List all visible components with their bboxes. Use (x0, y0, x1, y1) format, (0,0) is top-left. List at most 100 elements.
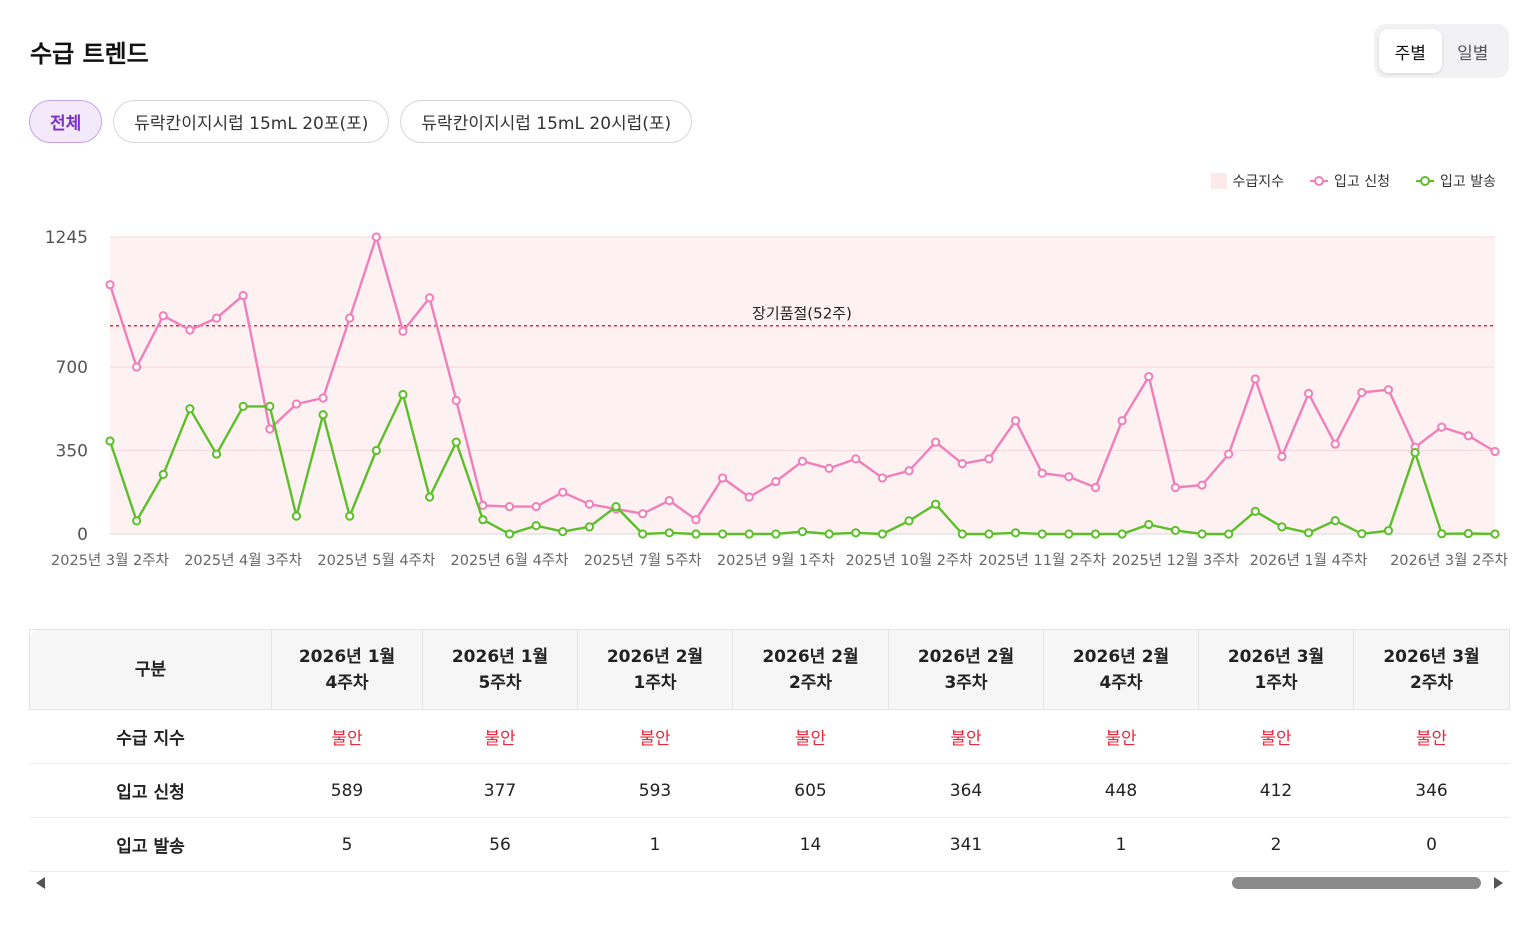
filter-chip-product-2[interactable]: 듀락칸이지시럽 15mL 20시럽(포) (400, 100, 693, 143)
legend-label-request: 입고 신청 (1334, 174, 1391, 190)
weekly-toggle-button[interactable]: 주별 (1379, 29, 1442, 73)
data-point-shipment (717, 529, 728, 539)
data-point-shipment (1303, 528, 1314, 538)
scroll-right-arrow-icon[interactable] (1494, 877, 1503, 889)
horizontal-scrollbar[interactable] (29, 872, 1509, 894)
data-point-request (1250, 374, 1260, 384)
data-point-shipment (744, 529, 754, 539)
column-header-month: 2026년 3월 (1227, 646, 1325, 667)
data-point-shipment (797, 527, 808, 537)
data-point-request (771, 476, 781, 487)
x-tick-label: 2025년 10월 2주차 (845, 552, 972, 569)
data-point-request (398, 326, 408, 336)
data-point-shipment (1010, 528, 1021, 538)
data-point-shipment (1224, 529, 1234, 539)
legend-swatch-request (1310, 176, 1329, 186)
data-point-shipment (504, 529, 515, 539)
data-point-shipment (824, 529, 834, 539)
filter-chip-all[interactable]: 전체 (29, 100, 103, 143)
column-header-month: 2026년 1월 (298, 646, 396, 667)
table-header-row: 구분 2026년 1월 4주차 2026년 1월 5주차 2026년 2월 1주차 2026… (29, 629, 1510, 710)
table-cell: 5 (271, 817, 423, 872)
data-point-shipment (1357, 529, 1367, 539)
view-toggle: 주별 일별 (1374, 24, 1509, 78)
data-point-request (584, 499, 595, 509)
data-point-request (1037, 468, 1047, 478)
x-tick-label: 2025년 9월 1주차 (717, 552, 835, 569)
column-header-week: 1주차 (1254, 672, 1298, 693)
data-point-request (211, 313, 222, 323)
table-cell: 1 (577, 817, 733, 872)
column-header-week: 2주차 (788, 672, 833, 693)
data-point-shipment (691, 529, 701, 539)
data-point-shipment (1383, 526, 1394, 536)
legend-item-shipment[interactable]: 입고 발송 (1416, 171, 1496, 191)
table-corner-header: 구분 (29, 629, 272, 710)
legend-item-request[interactable]: 입고 신청 (1310, 171, 1390, 191)
table-cell: 377 (422, 763, 578, 818)
scrollbar-thumb[interactable] (1232, 877, 1481, 889)
threshold-label: 장기품절(52주) (752, 305, 852, 323)
data-point-request (1170, 482, 1180, 493)
data-point-shipment (1277, 522, 1287, 532)
table-cell: 364 (888, 763, 1044, 818)
data-point-request (371, 232, 381, 242)
x-tick-label: 2026년 3월 2주차 (1390, 552, 1508, 569)
table-cell: 346 (1353, 763, 1510, 818)
data-point-request (1357, 387, 1367, 398)
row-label: 수급 지수 (29, 709, 272, 764)
data-point-request (1330, 439, 1340, 449)
chart-legend: 수급지수 입고 신청 입고 발송 (1210, 171, 1496, 191)
table-cell: 605 (732, 763, 889, 818)
data-point-request (797, 456, 808, 466)
filter-chip-product-1[interactable]: 듀락칸이지시럽 15mL 20포(포) (113, 100, 390, 143)
data-point-request (345, 313, 355, 323)
column-header-month: 2026년 2월 (1072, 646, 1170, 667)
column-header-week: 1주차 (633, 672, 677, 693)
table-cell: 0 (1353, 817, 1510, 872)
x-tick-label: 2025년 5월 4주차 (317, 552, 435, 569)
data-point-shipment (957, 529, 967, 539)
data-point-request (851, 454, 861, 464)
data-point-shipment (265, 401, 275, 411)
table-cell: 56 (422, 817, 578, 872)
data-point-request (744, 492, 754, 502)
table-column-header: 2026년 3월 2주차 (1353, 629, 1510, 710)
data-point-request (1064, 472, 1074, 482)
x-tick-label: 2025년 12월 3주차 (1112, 552, 1239, 569)
data-point-request (1490, 446, 1500, 457)
row-label: 입고 신청 (29, 763, 272, 818)
data-point-request (957, 459, 967, 469)
table-row: 입고 발송 5 56 1 14 341 1 2 0 (29, 817, 1510, 872)
data-point-request (1383, 385, 1394, 395)
data-point-shipment (1250, 506, 1260, 516)
legend-swatch-index (1210, 173, 1227, 189)
y-tick-label: 1245 (45, 228, 88, 248)
data-point-request (1010, 416, 1021, 426)
row-label: 입고 발송 (29, 817, 272, 872)
data-point-shipment (531, 521, 541, 531)
legend-label-index: 수급지수 (1232, 174, 1285, 190)
data-point-shipment (1437, 529, 1447, 539)
table-cell: 불안 (888, 709, 1044, 764)
table-cell: 589 (271, 763, 423, 818)
column-header-week: 4주차 (325, 672, 369, 693)
y-tick-label: 0 (77, 525, 88, 545)
column-header-week: 3주차 (944, 672, 988, 693)
scroll-left-arrow-icon[interactable] (36, 877, 45, 889)
x-tick-label: 2025년 11월 2주차 (979, 552, 1106, 569)
data-point-shipment (185, 404, 195, 414)
column-header-month: 2026년 1월 (451, 646, 549, 667)
data-point-request (1197, 480, 1207, 490)
x-tick-label: 2025년 6월 4주차 (451, 552, 569, 569)
table-column-header: 2026년 1월 5주차 (422, 629, 578, 710)
data-point-shipment (664, 528, 674, 538)
data-point-request (1144, 371, 1154, 382)
table-column-header: 2026년 2월 4주차 (1043, 629, 1199, 710)
column-header-week: 5주차 (478, 672, 522, 693)
legend-item-index[interactable]: 수급지수 (1210, 171, 1285, 191)
data-point-shipment (132, 516, 142, 526)
table-column-header: 2026년 2월 1주차 (577, 629, 733, 710)
daily-toggle-button[interactable]: 일별 (1457, 43, 1489, 64)
table-cell: 불안 (1353, 709, 1510, 764)
